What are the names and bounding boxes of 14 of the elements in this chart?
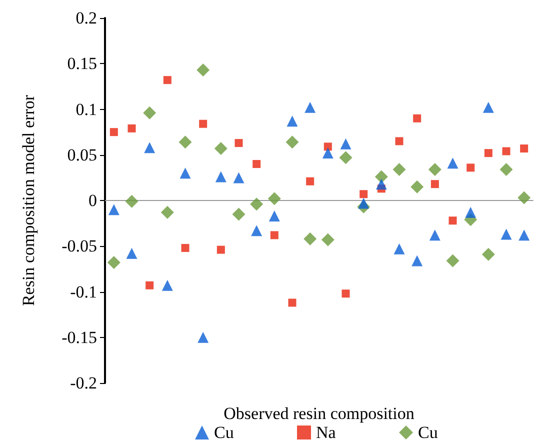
y-tick-label: -0.2 [70, 374, 97, 392]
y-tick-label: 0 [88, 191, 97, 210]
y-tick-label: -0.1 [70, 282, 97, 302]
legend-label: Cu [418, 423, 438, 442]
y-tick-label: 0.15 [67, 54, 97, 74]
y-tick-label: -0.15 [62, 328, 97, 347]
y-axis-title: Resin composition model error [19, 94, 38, 306]
y-tick-label: 0.2 [76, 8, 97, 28]
y-tick-label: 0.05 [67, 145, 97, 164]
legend-label: Na [316, 423, 336, 442]
y-tick-label: 0.1 [76, 100, 97, 119]
x-axis-title: Observed resin composition [224, 404, 415, 423]
legend-label: Cu [214, 423, 234, 442]
y-tick-label: -0.05 [62, 236, 97, 256]
